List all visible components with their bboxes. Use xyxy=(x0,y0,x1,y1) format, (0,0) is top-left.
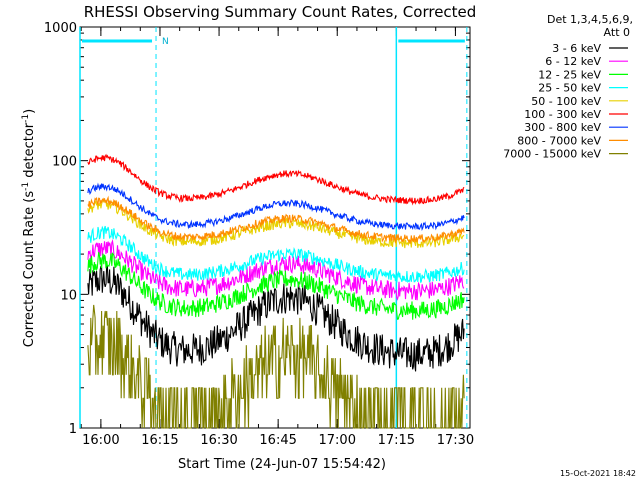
legend-entry-label: 7000 - 15000 keV xyxy=(503,148,601,161)
series-line-6to12keV xyxy=(87,238,465,301)
y-axis-label-part: -1 xyxy=(21,114,31,123)
night-marker-label: N xyxy=(162,37,169,47)
legend-entry-label: 12 - 25 keV xyxy=(538,68,601,81)
y-axis-label-part: Corrected Count Rate (s xyxy=(22,191,37,348)
x-tick-label: 17:00 xyxy=(319,433,356,448)
x-tick-label: 16:15 xyxy=(141,433,178,448)
y-tick-label: 100 xyxy=(52,155,77,170)
y-axis-label-part: -1 xyxy=(21,182,31,191)
x-axis-label: Start Time (24-Jun-07 15:54:42) xyxy=(178,457,386,472)
legend-entry-label: 25 - 50 keV xyxy=(538,82,601,95)
legend-attenuator: Att 0 xyxy=(604,26,630,39)
legend-entry-label: 50 - 100 keV xyxy=(531,95,601,108)
x-tick-label: 17:30 xyxy=(437,433,474,448)
x-tick-label: 17:15 xyxy=(378,433,415,448)
series-line-100to300keV xyxy=(87,153,465,206)
series-line-7000to15000keV xyxy=(87,304,465,429)
legend-entry-label: 6 - 12 keV xyxy=(545,55,601,68)
series-line-12to25keV xyxy=(87,252,465,320)
series-line-300to800keV xyxy=(87,182,465,232)
series-line-25to50keV xyxy=(87,225,465,284)
x-tick-label: 16:00 xyxy=(82,433,119,448)
y-axis: 1 10 100 1000 xyxy=(44,21,470,437)
legend-detectors: Det 1,3,4,5,6,9, xyxy=(547,13,633,26)
series-line-800to7000keV xyxy=(87,195,465,245)
y-axis-label: Corrected Count Rate (s-1 detector-1) xyxy=(21,109,37,347)
y-tick-label: 10 xyxy=(60,288,77,303)
y-tick-label: 1 xyxy=(69,422,77,437)
x-tick-label: 16:45 xyxy=(259,433,296,448)
y-axis-label-part: detector xyxy=(22,122,37,182)
legend-entry-label: 100 - 300 keV xyxy=(524,108,601,121)
chart-title: RHESSI Observing Summary Count Rates, Co… xyxy=(84,3,477,21)
y-axis-label-part: ) xyxy=(22,109,37,114)
legend-entry-label: 800 - 7000 keV xyxy=(517,134,601,147)
generation-timestamp: 15-Oct-2021 18:42 xyxy=(560,469,636,478)
y-tick-label: 1000 xyxy=(44,21,77,36)
legend-entry-label: 300 - 800 keV xyxy=(524,121,601,134)
series-line-50to100keV xyxy=(87,197,465,249)
series-line-3to6keV xyxy=(87,264,465,372)
x-tick-label: 16:30 xyxy=(200,433,237,448)
legend-entry-label: 3 - 6 keV xyxy=(552,42,601,55)
x-axis: 16:00 16:15 16:30 16:45 17:00 17:15 17:30 xyxy=(80,27,474,448)
series-group xyxy=(87,153,465,429)
